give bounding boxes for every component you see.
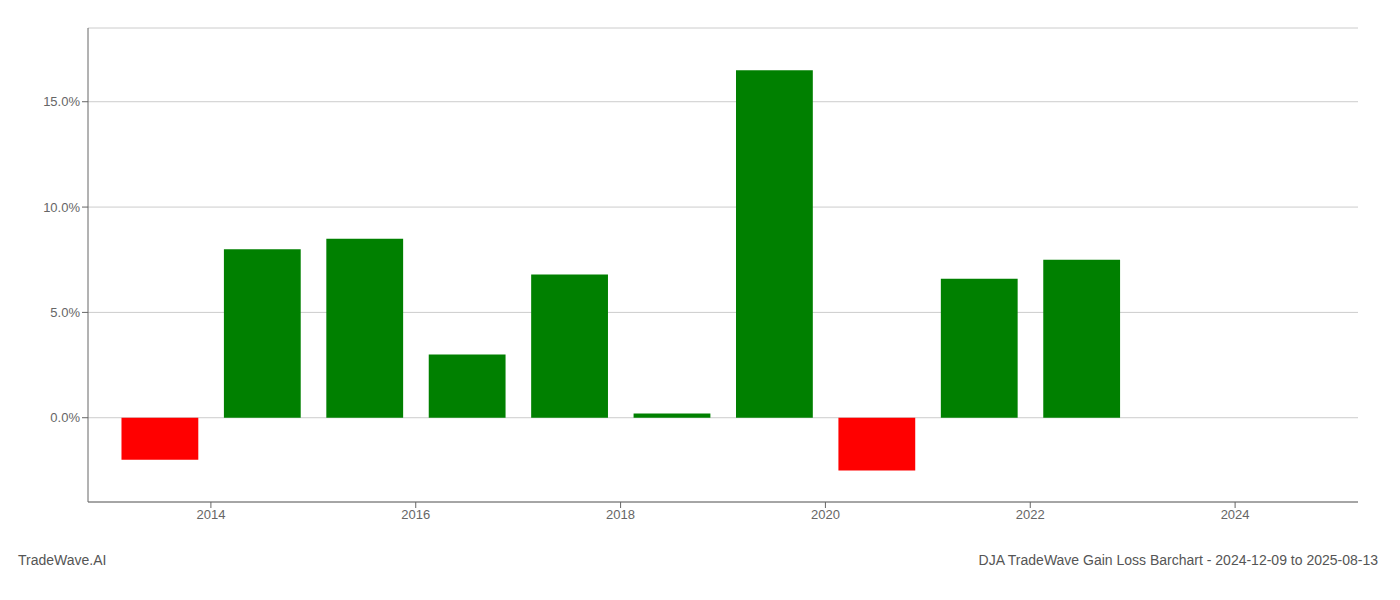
html-text:TradeWave.AI: TradeWave.AI — [18, 552, 107, 568]
svg-text:10.0%: 10.0% — [43, 200, 80, 215]
svg-text:2024: 2024 — [1221, 507, 1250, 522]
svg-text:15.0%: 15.0% — [43, 94, 80, 109]
svg-text:0.0%: 0.0% — [50, 410, 80, 425]
svg-text:2022: 2022 — [1016, 507, 1045, 522]
svg-text:2020: 2020 — [811, 507, 840, 522]
svg-text:2016: 2016 — [401, 507, 430, 522]
svg-text:2018: 2018 — [606, 507, 635, 522]
svg-text:5.0%: 5.0% — [50, 305, 80, 320]
html-text:DJA TradeWave Gain Loss Barcha: DJA TradeWave Gain Loss Barchart - 2024-… — [978, 552, 1378, 568]
svg-text:2014: 2014 — [196, 507, 225, 522]
